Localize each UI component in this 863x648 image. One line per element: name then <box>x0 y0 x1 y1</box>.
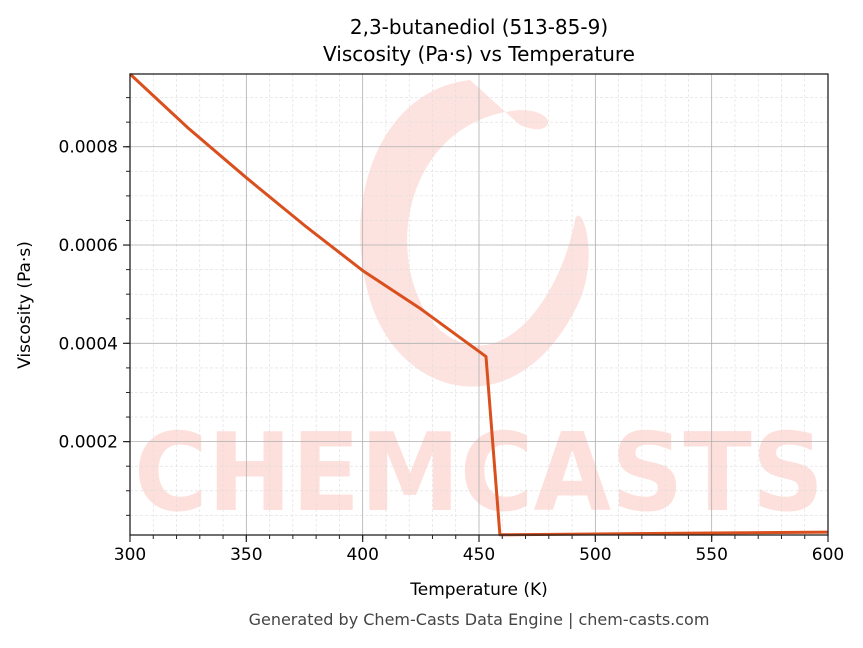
y-tick-label: 0.0006 <box>59 236 118 256</box>
x-axis-label: Temperature (K) <box>409 580 548 600</box>
footer-credit: Generated by Chem-Casts Data Engine | ch… <box>249 610 710 629</box>
chart-subtitle: Viscosity (Pa·s) vs Temperature <box>323 42 635 66</box>
y-tick-label: 0.0008 <box>59 138 118 158</box>
ticks <box>123 97 829 542</box>
series <box>128 72 829 537</box>
x-tick-label: 600 <box>812 545 844 565</box>
x-tick-label: 350 <box>230 545 262 565</box>
x-tick-label: 450 <box>463 545 495 565</box>
x-tick-label: 550 <box>695 545 727 565</box>
tick-labels: 300 350 400 450 500 550 600 0.0002 0.0004 0.0006 0… <box>59 138 845 565</box>
x-tick-label: 300 <box>114 545 146 565</box>
series-line <box>128 72 829 537</box>
watermark-swirl <box>360 80 589 387</box>
major-grid <box>129 74 829 535</box>
x-tick-label: 500 <box>579 545 611 565</box>
x-tick-label: 400 <box>346 545 378 565</box>
y-tick-label: 0.0004 <box>59 334 118 354</box>
y-tick-label: 0.0002 <box>59 433 118 453</box>
chart-title: 2,3-butanediol (513-85-9) <box>350 15 608 39</box>
y-axis-label: Viscosity (Pa·s) <box>15 241 35 369</box>
